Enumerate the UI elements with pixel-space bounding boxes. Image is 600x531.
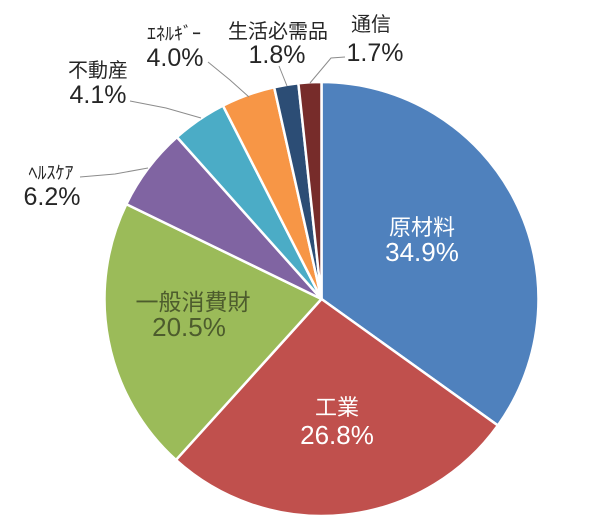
slice-label-pct-7: 1.7% [347,39,404,67]
leader-line-4 [129,100,202,119]
pie-slice-1 [174,297,500,518]
pie-slice-7 [297,80,323,301]
leader-line-6 [278,65,288,87]
slice-label-pct-2: 20.5% [152,312,226,342]
slice-label-name-2: 一般消費財 [136,289,251,315]
slice-label-name-1: 工業 [315,395,359,420]
slice-label-name-4: 不動産 [68,59,128,82]
pie-slice-0 [320,80,540,427]
leader-line-5 [207,61,250,98]
slice-label-pct-3: 6.2% [24,183,81,211]
slice-label-pct-0: 34.9% [385,237,459,267]
leader-line-7 [309,56,346,84]
slice-label-pct-6: 1.8% [249,41,306,69]
slice-label-name-5: ｴﾈﾙｷﾞｰ [147,24,201,44]
pie-slice-2 [103,202,323,462]
slice-label-name-3: ﾍﾙｽｹｱ [29,163,74,183]
slice-label-name-7: 通信 [351,13,391,36]
slice-label-pct-1: 26.8% [300,420,374,450]
leader-line-3 [79,167,149,178]
slice-label-name-0: 原材料 [389,215,455,240]
slice-label-pct-4: 4.1% [70,81,127,109]
slice-label-name-6: 生活必需品 [228,20,328,43]
slice-label-pct-5: 4.0% [147,44,204,72]
